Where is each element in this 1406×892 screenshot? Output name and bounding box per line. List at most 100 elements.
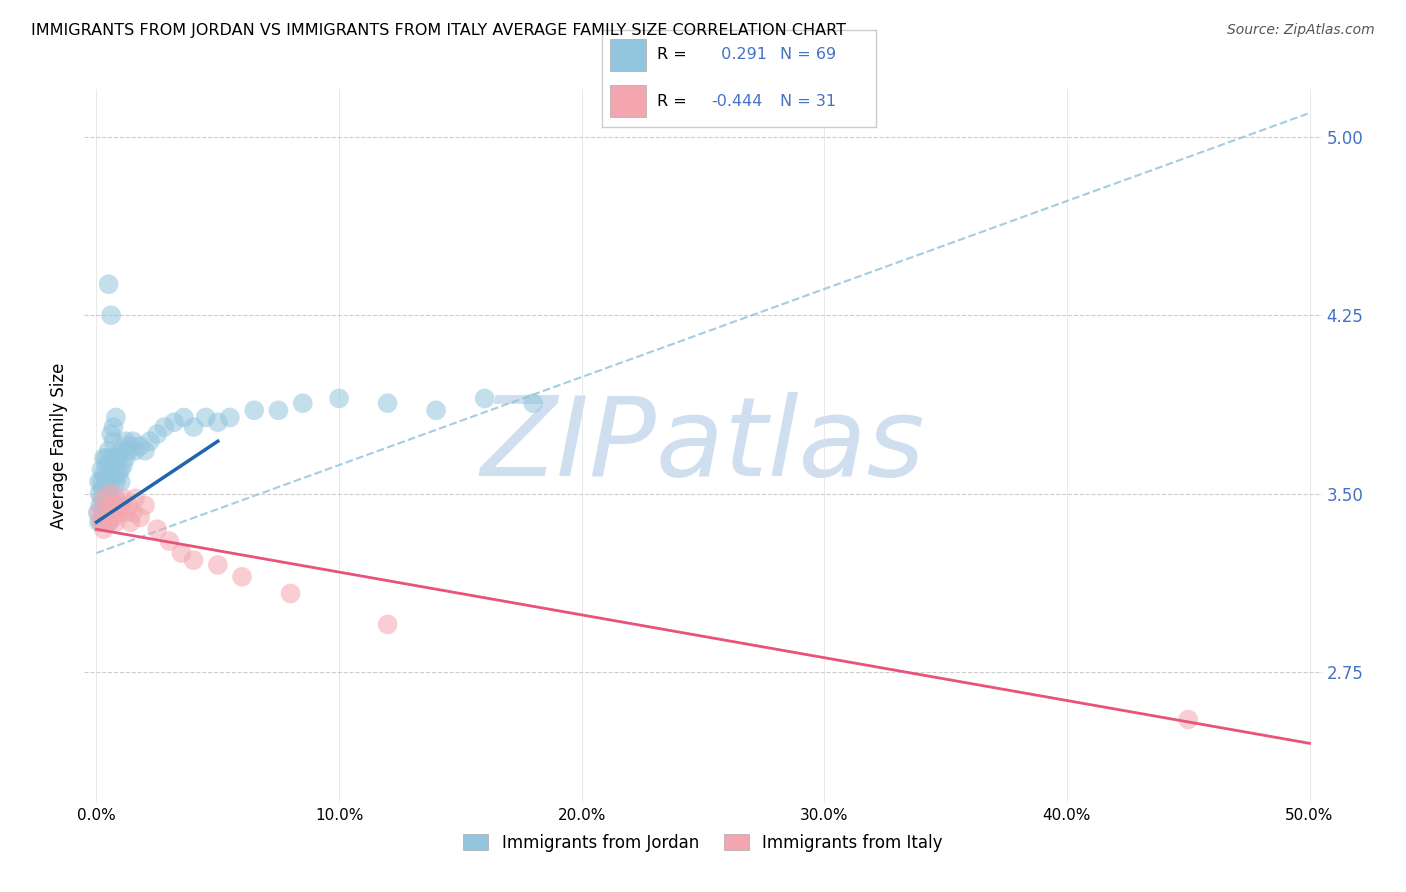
Point xyxy=(474,392,496,406)
Point xyxy=(96,491,118,506)
Point xyxy=(522,396,544,410)
Point xyxy=(91,482,114,496)
Point xyxy=(103,467,125,482)
Point xyxy=(112,491,135,506)
Text: 0.291: 0.291 xyxy=(711,47,768,62)
Point xyxy=(87,475,110,489)
Point xyxy=(93,506,115,520)
Point xyxy=(134,499,156,513)
Point xyxy=(114,434,136,449)
Text: Source: ZipAtlas.com: Source: ZipAtlas.com xyxy=(1227,23,1375,37)
Point xyxy=(207,558,229,572)
Point xyxy=(194,410,217,425)
Point xyxy=(104,491,127,506)
Point xyxy=(97,515,120,529)
Point xyxy=(103,450,125,465)
Point xyxy=(90,475,112,489)
Point xyxy=(104,410,127,425)
Text: N = 69: N = 69 xyxy=(780,47,837,62)
Point xyxy=(122,434,145,449)
Point xyxy=(146,522,169,536)
Point xyxy=(110,499,132,513)
Point xyxy=(124,491,146,506)
Point xyxy=(183,420,205,434)
Point xyxy=(103,434,125,449)
Point xyxy=(117,499,139,513)
Point xyxy=(129,510,152,524)
Point xyxy=(124,443,146,458)
Point xyxy=(97,515,120,529)
Point xyxy=(110,475,132,489)
Point xyxy=(93,491,115,506)
Point xyxy=(87,506,110,520)
Point xyxy=(90,463,112,477)
Point xyxy=(93,467,115,482)
Point xyxy=(170,546,193,560)
Point xyxy=(114,506,136,520)
Point xyxy=(104,458,127,472)
Point xyxy=(107,450,129,465)
Point xyxy=(231,570,253,584)
Point xyxy=(96,510,118,524)
Point xyxy=(97,486,120,500)
Point xyxy=(100,458,122,472)
Point xyxy=(117,443,139,458)
Point xyxy=(103,420,125,434)
Point xyxy=(97,467,120,482)
Bar xyxy=(610,86,645,117)
Point xyxy=(291,396,314,410)
Point xyxy=(89,499,111,513)
Point xyxy=(107,467,129,482)
Point xyxy=(139,434,162,449)
Point xyxy=(104,499,127,513)
Point xyxy=(103,510,125,524)
Point xyxy=(97,499,120,513)
Point xyxy=(219,410,242,425)
Point xyxy=(157,534,180,549)
Point xyxy=(207,415,229,429)
Point xyxy=(103,499,125,513)
Text: -0.444: -0.444 xyxy=(711,94,763,109)
Legend: Immigrants from Jordan, Immigrants from Italy: Immigrants from Jordan, Immigrants from … xyxy=(457,828,949,859)
Text: N = 31: N = 31 xyxy=(780,94,837,109)
Point xyxy=(110,463,132,477)
Point xyxy=(100,506,122,520)
Point xyxy=(146,427,169,442)
Point xyxy=(100,491,122,506)
Point xyxy=(153,420,176,434)
Point xyxy=(87,515,110,529)
Point xyxy=(114,450,136,465)
Point xyxy=(112,458,135,472)
Text: IMMIGRANTS FROM JORDAN VS IMMIGRANTS FROM ITALY AVERAGE FAMILY SIZE CORRELATION : IMMIGRANTS FROM JORDAN VS IMMIGRANTS FRO… xyxy=(31,23,846,38)
Point xyxy=(100,427,122,442)
Text: ZIPatlas: ZIPatlas xyxy=(481,392,925,500)
Point xyxy=(89,486,111,500)
Point xyxy=(90,515,112,529)
Point xyxy=(122,506,145,520)
Point xyxy=(134,443,156,458)
Y-axis label: Average Family Size: Average Family Size xyxy=(51,363,69,529)
Point xyxy=(377,617,399,632)
Bar xyxy=(610,39,645,70)
Text: R =: R = xyxy=(657,47,686,62)
Point xyxy=(96,458,118,472)
Point xyxy=(97,506,120,520)
Point xyxy=(100,486,122,500)
Point xyxy=(100,308,122,322)
Point xyxy=(163,415,186,429)
Point xyxy=(243,403,266,417)
Point xyxy=(173,410,195,425)
Point xyxy=(100,475,122,489)
Point xyxy=(107,506,129,520)
Point xyxy=(97,277,120,292)
Point xyxy=(96,450,118,465)
Point xyxy=(129,439,152,453)
Point xyxy=(96,475,118,489)
Point xyxy=(120,439,142,453)
Point xyxy=(377,396,399,410)
Point xyxy=(104,475,127,489)
Point xyxy=(120,515,142,529)
Point xyxy=(183,553,205,567)
Text: R =: R = xyxy=(657,94,686,109)
Point xyxy=(267,403,290,417)
